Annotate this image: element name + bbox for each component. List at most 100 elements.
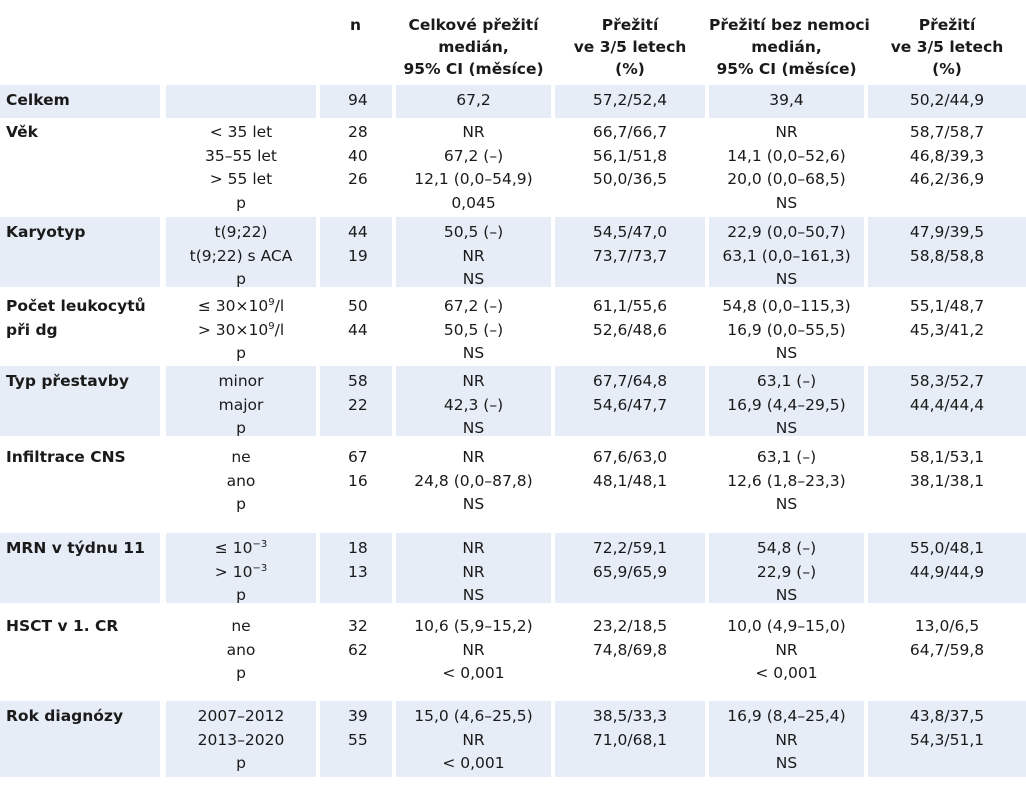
cell-line: 13,0/6,5 — [914, 617, 980, 635]
cell-line — [555, 584, 705, 608]
cell-label: Věk — [0, 117, 160, 211]
sub-label-text: ≤ 30×10 — [197, 297, 269, 315]
cell-label: Rok diagnózy — [0, 701, 160, 777]
cell-dfs: 16,9 (8,4–25,4) NR NS — [709, 701, 864, 777]
cell-line: NS — [775, 270, 798, 288]
column-header-line: (%) — [932, 60, 962, 78]
cell-dfs35: 13,0/6,5 64,7/59,8 — [868, 611, 1026, 687]
cell-line: NR — [462, 640, 485, 659]
column-header-line: medián, — [438, 38, 509, 56]
cell-dfs: 54,8 (–) 22,9 (–) NS — [709, 533, 864, 604]
cell-line — [555, 268, 705, 292]
cell-dfs: 39,4 — [709, 85, 864, 118]
cell-line — [868, 342, 1026, 366]
cell-line: Věk — [6, 123, 38, 141]
cell-line: 22,9 (–) — [756, 562, 817, 581]
cell-os: NR 42,3 (–) NS — [396, 366, 551, 437]
cell-line: t(9;22) s ACA — [189, 246, 293, 265]
cell-line: NS — [462, 586, 485, 604]
cell-line: NR — [462, 539, 485, 557]
cell-n: 94 — [320, 85, 392, 118]
cell-line — [868, 493, 1026, 517]
cell-line: 19 — [348, 246, 368, 265]
cell-line: ano — [226, 471, 256, 490]
cell-line: 40 — [348, 146, 368, 165]
cell-line: 55,1/48,7 — [909, 297, 985, 315]
cell-line: Infiltrace CNS — [6, 448, 126, 466]
cell-line: HSCT v 1. CR — [6, 617, 119, 635]
cell-n: 58 22 — [320, 366, 392, 436]
cell-line — [555, 192, 705, 216]
cell-line: NR — [775, 123, 798, 141]
cell-line: NS — [775, 495, 798, 513]
cell-line: MRN v týdnu 11 — [6, 539, 145, 557]
cell-line: 67,2 (–) — [443, 297, 504, 315]
column-header-line: Přežití — [918, 16, 976, 34]
cell-dfs: 10,0 (4,9–15,0) NR < 0,001 — [709, 611, 864, 687]
cell-line: 58 — [348, 372, 368, 390]
cell-dfs35: 47,9/39,5 58,8/58,8 — [868, 217, 1026, 287]
cell-os35: 67,7/64,8 54,6/47,7 — [555, 366, 705, 436]
cell-line: Typ přestavby — [6, 372, 129, 390]
cell-line: NS — [462, 419, 485, 437]
cell-line: < 0,001 — [442, 664, 505, 682]
cell-dfs35: 50,2/44,9 — [868, 85, 1026, 118]
cell-line: 44,9/44,9 — [909, 562, 985, 581]
cell-line: 65,9/65,9 — [592, 562, 668, 581]
column-header-line: Celkové přežití — [408, 16, 539, 34]
cell-sub: ≤ 10−3 > 10−3 p — [166, 533, 316, 604]
cell-sub: ≤ 30×109/l > 30×109/l p — [166, 291, 316, 362]
cell-n: 67 16 — [320, 442, 392, 512]
cell-line: < 0,001 — [755, 664, 818, 682]
cell-line: p — [236, 754, 246, 772]
cell-dfs: 63,1 (–) 12,6 (1,8–23,3) NS — [709, 442, 864, 513]
cell-line: 35–55 let — [204, 146, 278, 165]
cell-line: 12,1 (0,0–54,9) — [414, 170, 533, 188]
cell-line: 22 — [348, 395, 368, 414]
column-header: Přežití ve 3/5 letech (%) — [555, 14, 705, 80]
cell-line — [348, 342, 392, 366]
cell-os35: 72,2/59,1 65,9/65,9 — [555, 533, 705, 603]
sub-label-suffix: /l — [274, 297, 285, 315]
cell-line: 54,3/51,1 — [909, 730, 985, 749]
cell-line: p — [236, 344, 246, 362]
cell-line — [555, 342, 705, 366]
cell-dfs35: 55,1/48,7 45,3/41,2 — [868, 291, 1026, 361]
cell-sub: ne ano p — [166, 611, 316, 687]
cell-line: 58,1/53,1 — [909, 448, 985, 466]
cell-line — [868, 662, 1026, 686]
cell-line — [868, 584, 1026, 608]
cell-line: t(9;22) — [214, 223, 268, 241]
cell-line: > 30×109/l — [166, 319, 316, 343]
cell-label: Počet leukocytů při dg — [0, 291, 160, 361]
cell-label: MRN v týdnu 11 — [0, 533, 160, 603]
cell-line: NR — [775, 730, 798, 749]
cell-line: 63,1 (–) — [756, 372, 817, 390]
cell-label: Celkem — [0, 85, 160, 118]
cell-line: 10,0 (4,9–15,0) — [727, 617, 846, 635]
column-header-line: ve 3/5 letech — [573, 38, 687, 56]
cell-line: 63,1 (0,0–161,3) — [722, 246, 851, 265]
cell-line: 46,8/39,3 — [909, 146, 985, 165]
cell-line: 46,2/36,9 — [909, 170, 985, 188]
cell-line: p — [236, 270, 246, 288]
column-header-line: 95% CI (měsíce) — [716, 60, 857, 78]
cell-line: NS — [775, 193, 798, 212]
cell-line: 39 — [348, 707, 368, 725]
cell-line: 50,5 (–) — [443, 320, 504, 339]
cell-line: < 35 let — [209, 123, 273, 141]
cell-line: 13 — [348, 562, 368, 581]
cell-line: 43,8/37,5 — [909, 707, 985, 725]
cell-dfs35: 58,1/53,1 38,1/38,1 — [868, 442, 1026, 512]
cell-n: 28 40 26 — [320, 117, 392, 211]
column-header-line: medián, — [751, 38, 822, 56]
cell-line: NS — [462, 495, 485, 513]
cell-line: NS — [462, 344, 485, 362]
cell-line: 64,7/59,8 — [909, 640, 985, 659]
cell-line: 55,0/48,1 — [909, 539, 985, 557]
cell-os35: 57,2/52,4 — [555, 85, 705, 118]
cell-dfs: 54,8 (0,0–115,3) 16,9 (0,0–55,5) NS — [709, 291, 864, 362]
cell-line: 67,7/64,8 — [592, 372, 668, 390]
cell-line: 67,2 (–) — [443, 146, 504, 165]
cell-line: 28 — [348, 123, 368, 141]
